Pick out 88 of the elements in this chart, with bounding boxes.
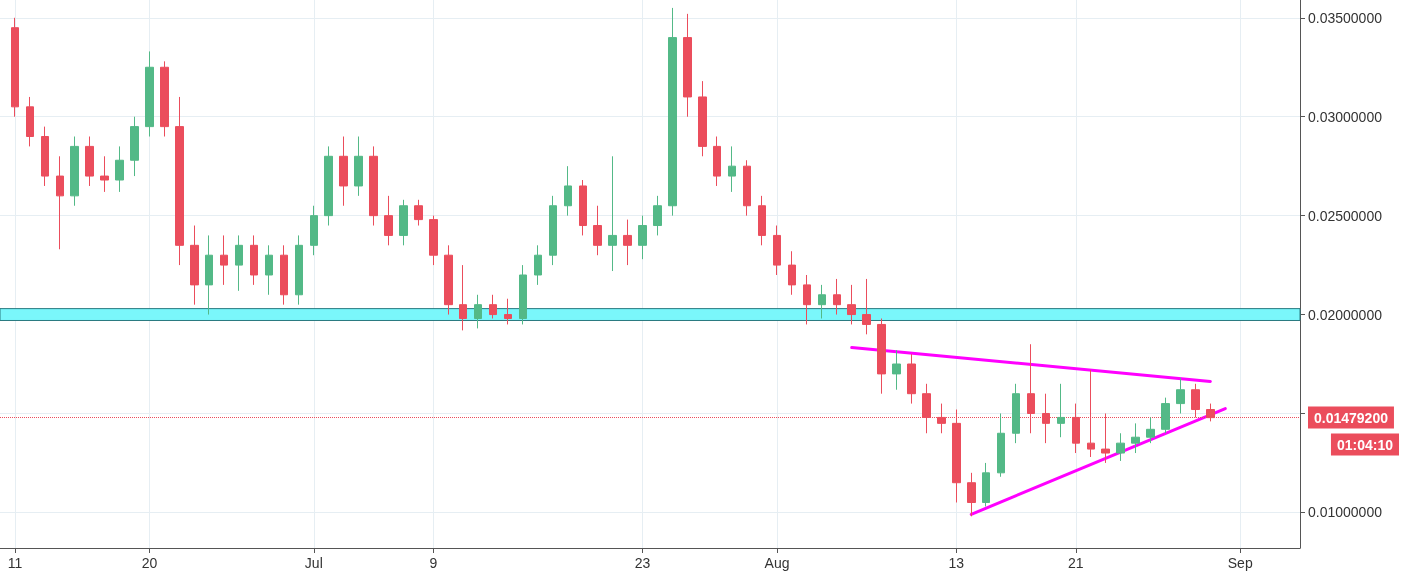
- candlestick: [892, 349, 901, 391]
- x-tick-label: Sep: [1227, 555, 1253, 571]
- candlestick: [100, 155, 109, 193]
- candlestick: [175, 96, 184, 266]
- candlestick: [295, 234, 303, 306]
- candlestick: [429, 215, 438, 266]
- candlestick: [504, 298, 512, 325]
- candlestick: [56, 155, 64, 250]
- candlestick: [489, 294, 497, 320]
- candlestick: [41, 126, 49, 187]
- candlestick: [250, 234, 258, 286]
- candlestick: [26, 96, 34, 147]
- candlestick: [459, 264, 467, 331]
- candlestick: [414, 199, 423, 227]
- candlestick: [608, 155, 617, 272]
- candlestick: [758, 195, 766, 246]
- candlestick: [85, 136, 94, 187]
- candlestick: [728, 145, 736, 193]
- candlestick: [324, 145, 333, 227]
- candlestick: [310, 205, 318, 256]
- x-tick-label: 21: [1068, 555, 1084, 571]
- x-tick-label: 20: [141, 555, 158, 571]
- candlestick: [115, 145, 124, 193]
- y-tick-label: 0.01000000: [1308, 504, 1383, 521]
- candlestick: [354, 136, 363, 197]
- candlestick: [1191, 383, 1200, 418]
- candlestick: [743, 159, 751, 217]
- candlestick: [399, 199, 408, 246]
- text: 01:04:10: [1336, 436, 1394, 453]
- candlestick: [280, 244, 288, 306]
- candlestick: [982, 462, 990, 507]
- candlestick: [623, 219, 632, 266]
- candlestick: [549, 195, 557, 266]
- candlestick: [235, 234, 243, 292]
- candlestick: [564, 165, 572, 217]
- candlestick: [220, 234, 228, 286]
- candlestick: [384, 195, 393, 246]
- candlestick: [70, 136, 79, 207]
- candlestick: [160, 60, 169, 138]
- candlestick: [638, 215, 647, 260]
- x-tick-label: 23: [634, 555, 651, 571]
- x-tick-label: Jul: [304, 555, 323, 571]
- y-tick-label: 0.02000000: [1308, 306, 1383, 323]
- candlestick: [593, 205, 602, 256]
- candlestick: [1146, 416, 1155, 444]
- ref-line-label: 0.01479200: [1314, 409, 1389, 426]
- candlestick: [698, 80, 707, 157]
- candlestick: [683, 13, 692, 118]
- candlestick: [877, 318, 886, 395]
- candlestick: [653, 195, 662, 236]
- candlestick: [1176, 377, 1185, 414]
- candlestick: [265, 244, 273, 296]
- candlestick: [444, 244, 453, 316]
- candlestick: [713, 136, 721, 187]
- candlestick: [145, 50, 154, 138]
- candlestick: [997, 412, 1005, 478]
- candlestick: [1116, 432, 1125, 462]
- candlestick: [818, 284, 826, 320]
- y-tick-label: 0.03500000: [1308, 9, 1383, 26]
- x-tick-label: 9: [429, 555, 438, 571]
- candlestick: [474, 294, 482, 329]
- candlestick: [1131, 422, 1140, 454]
- candlestick: [369, 145, 378, 227]
- candlestick: [519, 264, 527, 325]
- candlestick: [579, 179, 587, 236]
- candlestick: [339, 136, 348, 207]
- x-tick-label: 11: [7, 555, 23, 571]
- candlestick: [130, 116, 139, 177]
- candlestick: [803, 274, 811, 325]
- candlestick: [668, 7, 677, 217]
- candlestick: [907, 353, 916, 405]
- y-tick-label: 0.02500000: [1308, 207, 1383, 224]
- x-tick-label: Aug: [764, 555, 790, 571]
- candlestick: [1012, 383, 1020, 444]
- candlestick: [534, 244, 542, 286]
- candlestick: [205, 234, 213, 316]
- x-tick-label: 13: [948, 555, 965, 571]
- candlestick: [788, 250, 796, 296]
- candlestick: [1161, 397, 1170, 434]
- candlestick: [190, 225, 199, 306]
- candlestick: [967, 472, 976, 517]
- candlestick: [1057, 383, 1065, 438]
- candlestick: [862, 278, 871, 335]
- candlestick: [11, 17, 19, 118]
- candlestick: [847, 284, 856, 325]
- candlestick: [833, 278, 841, 316]
- candlestick: [773, 225, 781, 276]
- y-tick-label: 0.03000000: [1308, 108, 1383, 125]
